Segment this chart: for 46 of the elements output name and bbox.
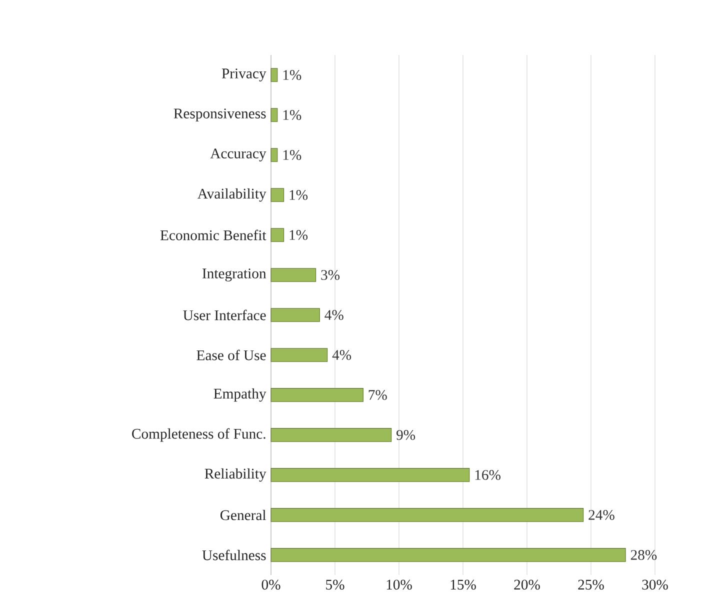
y-tick-label: Accuracy [210, 148, 266, 162]
y-tick-label: Economic Benefit [160, 230, 266, 240]
data-label: 1% [290, 190, 308, 200]
bar [270, 148, 278, 162]
data-label: 1% [290, 230, 308, 240]
bar [270, 548, 626, 562]
x-tick-label: 20% [514, 580, 540, 590]
y-tick-label: Ease of Use [196, 350, 266, 360]
bar [270, 268, 316, 282]
y-tick-label: Usefulness [202, 550, 266, 560]
bar [270, 468, 470, 482]
y-tick-label: Reliability [204, 468, 266, 482]
x-tick-label: 0% [262, 580, 280, 590]
bar [270, 188, 284, 202]
data-label: 1% [283, 110, 302, 120]
bar [270, 108, 278, 122]
data-label: 9% [396, 430, 416, 440]
data-label: 16% [475, 470, 500, 480]
bar [270, 388, 364, 402]
bar [270, 68, 278, 82]
data-label: 28% [630, 550, 657, 560]
x-tick-label: 30% [642, 580, 668, 590]
y-tick-label: User Interface [183, 310, 266, 320]
data-label: 3% [321, 270, 340, 280]
x-tick-label: 10% [386, 580, 412, 590]
x-tick-label: 5% [326, 580, 344, 590]
y-tick-label: Integration [202, 268, 266, 282]
bar [270, 308, 320, 322]
data-label: 4% [324, 310, 344, 320]
x-tick-label: 15% [450, 580, 476, 590]
bar [270, 428, 392, 442]
y-tick-label: Availability [197, 188, 266, 202]
data-label: 1% [283, 70, 302, 80]
y-tick-label: Responsiveness [174, 108, 266, 122]
bar [270, 228, 284, 242]
data-label: 4% [332, 350, 352, 360]
y-tick-label: General [220, 510, 266, 520]
x-tick-label: 25% [578, 580, 604, 590]
y-tick-label: Privacy [222, 68, 266, 82]
y-tick-label: Empathy [214, 388, 266, 402]
bar [270, 508, 584, 522]
data-label: 1% [283, 150, 302, 160]
data-label: 7% [368, 390, 387, 400]
y-tick-label: Completeness of Func. [132, 428, 266, 442]
data-label: 24% [588, 510, 614, 520]
bar [270, 348, 328, 362]
